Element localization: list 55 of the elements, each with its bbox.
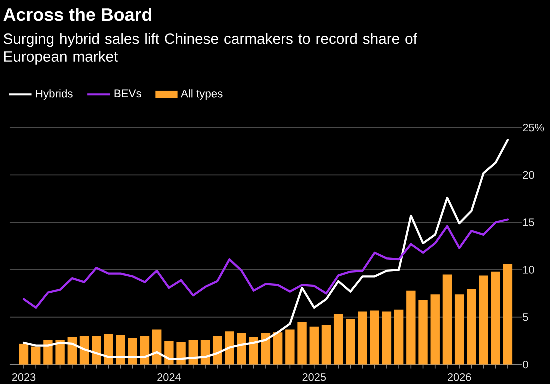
line-series (22, 218, 510, 309)
y-tick-label: 10 (524, 266, 534, 274)
y-tick-label: 25% (523, 124, 544, 132)
bar (322, 324, 332, 365)
x-tick-label: 2025 (302, 373, 326, 382)
bar (261, 334, 271, 365)
bar (164, 341, 174, 365)
bar (454, 294, 464, 365)
chart-title: Across the Board (4, 8, 152, 22)
y-tick-label: 0 (523, 360, 528, 369)
legend-label: Hybrids (36, 90, 73, 100)
bar (19, 344, 29, 365)
bar (92, 336, 102, 365)
bar (212, 336, 222, 365)
y-tick-label: 5 (523, 314, 528, 322)
bar (430, 294, 440, 365)
legend-label: BEVs (114, 90, 142, 98)
bar (273, 332, 283, 365)
bar (200, 340, 210, 365)
bar (225, 332, 234, 365)
bar (298, 322, 307, 365)
bar (152, 330, 162, 365)
bar (370, 310, 380, 365)
bar (237, 334, 246, 365)
bar (394, 310, 404, 365)
bar (249, 337, 258, 365)
bar (382, 312, 392, 365)
bar (358, 312, 368, 365)
bar (56, 340, 65, 365)
bar (467, 288, 476, 365)
bar (286, 330, 295, 365)
x-tick-label: 2024 (158, 373, 181, 382)
legend-label: All types (181, 90, 223, 100)
bar (44, 340, 53, 365)
bar (442, 274, 452, 365)
bar (418, 300, 428, 365)
bar (503, 264, 513, 365)
x-tick-label: 2023 (12, 373, 36, 382)
bar (310, 326, 319, 365)
bar (140, 336, 150, 365)
bar (116, 335, 126, 365)
bar (104, 334, 114, 365)
bar (32, 346, 41, 365)
bar (491, 272, 500, 365)
y-tick-label: 15 (524, 218, 534, 226)
bar (188, 340, 198, 365)
bar (334, 314, 344, 365)
y-tick-label: 20 (523, 171, 534, 180)
bar (68, 337, 77, 365)
x-tick-label: 2026 (448, 373, 472, 382)
bar (479, 276, 488, 365)
chart-subtitle: Surging hybrid sales lift Chinese carmakers to record share of European market (4, 33, 418, 65)
bar (346, 319, 356, 365)
bar (80, 336, 90, 365)
bar (406, 290, 416, 365)
